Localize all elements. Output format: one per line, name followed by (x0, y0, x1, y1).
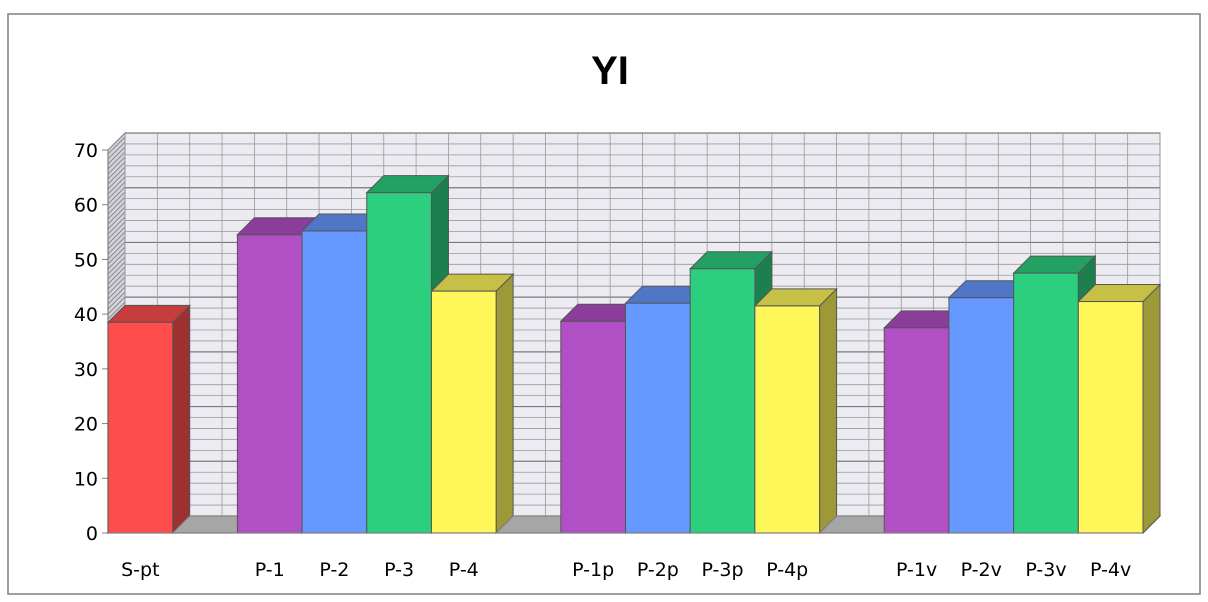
x-tick-label: P-3 (384, 559, 414, 581)
bar-side (819, 287, 838, 535)
side-wall-hatch (107, 216, 126, 235)
bar-front (560, 320, 626, 534)
side-wall-hatch (107, 256, 126, 275)
bar-front (883, 327, 950, 534)
side-wall-hatch (107, 211, 126, 230)
side-wall-hatch (107, 236, 126, 255)
bar-p-4v (1077, 283, 1162, 535)
x-tick-label: P-1v (896, 559, 937, 581)
side-wall-hatch (107, 191, 126, 210)
y-tick-label: 40 (74, 304, 98, 326)
side-wall-hatch (107, 261, 126, 280)
bar-p-4p (753, 287, 838, 535)
bar-front (754, 305, 821, 534)
side-wall-hatch (107, 201, 126, 220)
side-wall-hatch (107, 296, 126, 315)
x-tick-label: P-3v (1025, 559, 1066, 581)
y-tick-label: 0 (86, 523, 98, 545)
bar-front (366, 192, 432, 534)
y-tick-label: 70 (74, 140, 98, 162)
side-wall-hatch (107, 226, 126, 245)
bar-front (948, 297, 1015, 534)
side-wall-hatch (107, 281, 126, 300)
x-tick-label: P-2 (319, 559, 349, 581)
bar-front (301, 230, 368, 534)
side-wall-hatch (107, 291, 126, 310)
x-tick-label: P-1p (572, 559, 614, 581)
side-wall-hatch (107, 206, 126, 225)
y-tick-label: 60 (74, 195, 98, 217)
side-wall-hatch (107, 136, 126, 155)
bar-front (107, 321, 174, 534)
x-tick-label: P-4 (449, 559, 479, 581)
side-wall-hatch (107, 271, 126, 290)
side-wall-hatch (107, 246, 126, 265)
side-wall-hatch (107, 231, 126, 250)
side-wall-hatch (107, 186, 126, 205)
bar-p-2v (947, 279, 1032, 535)
x-tick-label: P-4p (766, 559, 808, 581)
bar-front (689, 268, 756, 534)
bar-front (1077, 301, 1144, 534)
side-wall-hatch (107, 146, 126, 165)
side-wall-hatch (107, 276, 126, 295)
bar-front (430, 290, 497, 534)
side-wall-hatch (107, 181, 126, 200)
x-tick-label: P-1 (255, 559, 285, 581)
x-tick-label: P-2v (961, 559, 1002, 581)
bar-side (1142, 283, 1161, 535)
side-wall-hatch (107, 241, 126, 260)
bar-side (495, 272, 514, 535)
bar-front (236, 234, 303, 534)
side-wall-hatch (107, 221, 126, 240)
side-wall-hatch (107, 266, 126, 285)
side-wall-hatch (107, 176, 126, 195)
side-wall-hatch (107, 141, 126, 160)
x-axis: S-pt P-1 P-2 P-3 P-4 P-1p P-2p P-3p P-4p P-1v P-2v… (108, 532, 1143, 581)
side-wall-hatch (107, 166, 126, 185)
bar-p-4 (430, 272, 515, 535)
y-tick-label: 20 (74, 414, 98, 436)
side-wall-hatch (107, 301, 126, 320)
y-tick-label: 50 (74, 249, 98, 271)
side-wall-hatch (107, 196, 126, 215)
x-tick-label: P-3p (702, 559, 744, 581)
bar-front (1013, 272, 1079, 534)
chart-title: YI (591, 49, 629, 93)
bar-s-pt (106, 304, 191, 535)
y-tick-label: 30 (74, 359, 98, 381)
bars (106, 174, 1162, 535)
side-wall-hatch (107, 156, 126, 175)
x-tick-label: P-4v (1090, 559, 1131, 581)
bar-front (625, 302, 691, 534)
bar-side (172, 304, 191, 535)
x-tick-label: S-pt (121, 559, 159, 581)
side-wall-hatch (107, 151, 126, 170)
x-tick-label: P-2p (637, 559, 679, 581)
y-tick-label: 10 (74, 468, 98, 490)
side-wall-hatch (107, 171, 126, 190)
side-wall-hatch (107, 286, 126, 305)
side-wall-hatch (107, 251, 126, 270)
side-wall-hatch (107, 161, 126, 180)
